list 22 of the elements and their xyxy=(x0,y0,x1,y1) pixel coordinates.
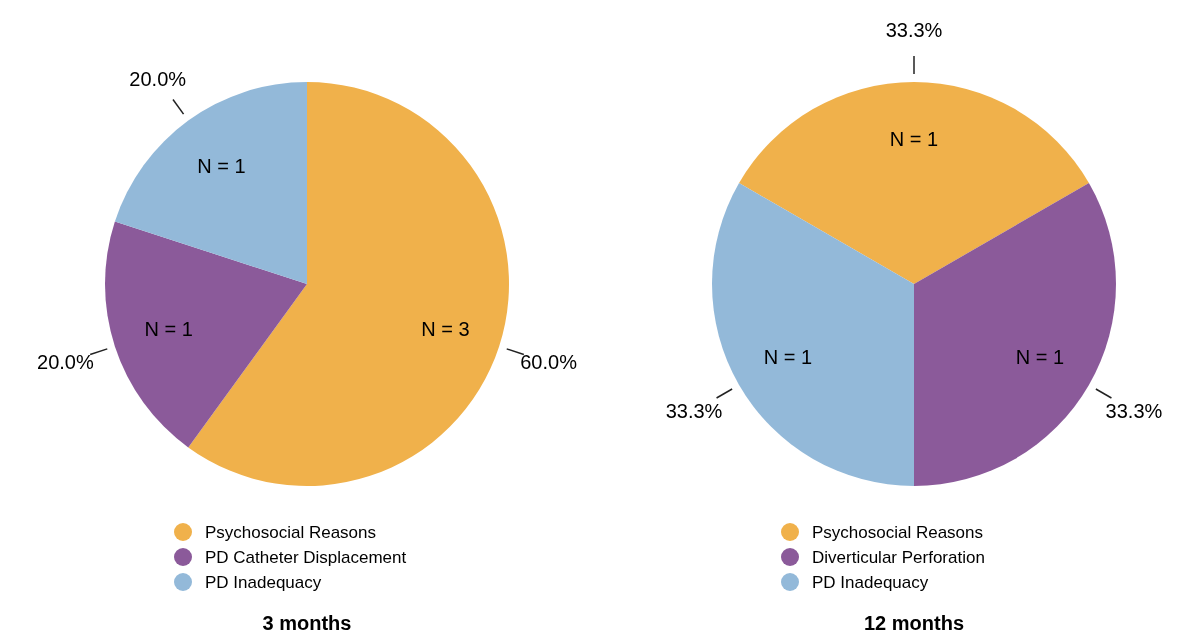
pie-slice xyxy=(739,82,1089,284)
text: N = 1 xyxy=(197,155,246,178)
text: N = 3 xyxy=(421,317,470,340)
data-label: 33.3% xyxy=(1105,400,1163,422)
text: N = 1 xyxy=(889,127,939,150)
legend-label: Diverticular Perforation xyxy=(812,547,985,567)
legend-label: PD Inadequacy xyxy=(812,572,929,592)
legend-label: Psychosocial Reasons xyxy=(812,522,984,542)
text: N = 1 xyxy=(144,317,193,340)
text: 3 months xyxy=(262,612,352,634)
data-label: 20.0% xyxy=(129,67,187,90)
text: N = 1 xyxy=(1015,345,1065,368)
legend-label: PD Catheter Displacement xyxy=(205,547,407,567)
legend-label: PD Inadequacy xyxy=(205,572,322,592)
text: N = 1 xyxy=(763,345,813,368)
data-label: 33.3% xyxy=(665,400,723,422)
pie-slice xyxy=(105,221,307,448)
data-label: 33.3% xyxy=(885,19,943,41)
legend-label: Psychosocial Reasons xyxy=(205,522,377,542)
data-label: 60.0% xyxy=(520,351,578,374)
data-label: 20.0% xyxy=(37,351,94,374)
text: 12 months xyxy=(863,612,965,634)
